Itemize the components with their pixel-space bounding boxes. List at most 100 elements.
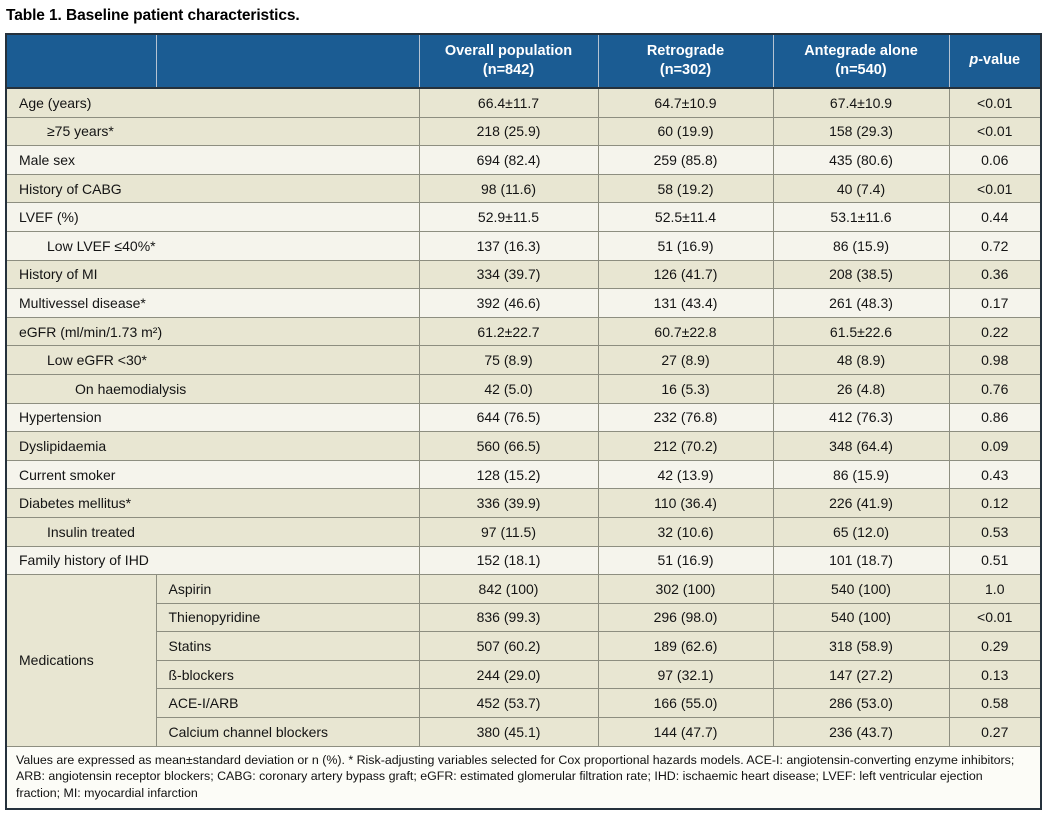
table-row: Family history of IHD 152 (18.1) 51 (16.9)…	[6, 545, 1041, 575]
row-label: Statins	[155, 631, 419, 661]
value-cell: 42 (5.0)	[418, 373, 598, 404]
table-row: Medications Aspirin 842 (100) 302 (100) 540 …	[6, 574, 1041, 747]
row-label: Multivessel disease*	[6, 288, 419, 318]
value-cell: 26 (4.8)	[772, 373, 949, 404]
table-row: Low eGFR <30* 75 (8.9) 27 (8.9) 48 (8.9) 0.9…	[6, 345, 1041, 375]
value-cell: 560 (66.5)	[418, 431, 598, 461]
p-value-cell: <0.01	[948, 602, 1041, 632]
p-value-cell: 0.06	[948, 145, 1041, 175]
p-value-cell: 0.12	[948, 488, 1041, 518]
p-value-cell: 0.22	[948, 316, 1041, 346]
empty-header-cell-right	[155, 34, 419, 89]
row-label: On haemodialysis	[6, 373, 419, 404]
value-cell: 244 (29.0)	[418, 659, 598, 689]
value-cell: 392 (46.6)	[418, 288, 598, 318]
value-cell: 435 (80.6)	[772, 145, 949, 175]
table-row: Male sex 694 (82.4) 259 (85.8) 435 (80.6) 0.…	[6, 145, 1041, 175]
row-label: Family history of IHD	[6, 545, 419, 575]
p-value-cell: 0.58	[948, 688, 1041, 718]
table-row: Current smoker 128 (15.2) 42 (13.9) 86 (15.…	[6, 459, 1041, 489]
table-row: Low LVEF ≤40%* 137 (16.3) 51 (16.9) 86 (15.…	[6, 230, 1041, 261]
table-footer: Values are expressed as mean±standard de…	[6, 745, 1041, 810]
p-value-cell: 0.98	[948, 345, 1041, 375]
value-cell: 540 (100)	[772, 602, 949, 632]
p-value-cell: 0.09	[948, 431, 1041, 461]
value-cell: 67.4±10.9	[772, 87, 949, 118]
value-cell: 334 (39.7)	[418, 259, 598, 289]
table-row: Calcium channel blockers 380 (45.1) 144 (4…	[6, 717, 1041, 747]
value-cell: 101 (18.7)	[772, 545, 949, 575]
value-cell: 412 (76.3)	[772, 402, 949, 432]
table-header: Overall population (n=842) Retrograde (n…	[6, 34, 1041, 89]
col-header-label: Retrograde	[646, 42, 725, 59]
p-value-cell: <0.01	[948, 173, 1041, 203]
row-label: Aspirin	[155, 574, 419, 604]
value-cell: 259 (85.8)	[597, 145, 773, 175]
table-row: eGFR (ml/min/1.73 m²) 61.2±22.7 60.7±22.8 6…	[6, 316, 1041, 346]
value-cell: 58 (19.2)	[597, 173, 773, 203]
row-label: Hypertension	[6, 402, 419, 432]
p-value-cell: 0.44	[948, 202, 1041, 232]
value-cell: 97 (32.1)	[597, 659, 773, 689]
row-label: LVEF (%)	[6, 202, 419, 232]
value-cell: 52.9±11.5	[418, 202, 598, 232]
value-cell: 61.5±22.6	[772, 316, 949, 346]
value-cell: 336 (39.9)	[418, 488, 598, 518]
p-value-cell: <0.01	[948, 116, 1041, 146]
value-cell: 189 (62.6)	[597, 631, 773, 661]
row-label: History of MI	[6, 259, 419, 289]
value-cell: 226 (41.9)	[772, 488, 949, 518]
value-cell: 452 (53.7)	[418, 688, 598, 718]
table-row: ACE-I/ARB 452 (53.7) 166 (55.0) 286 (53.0) 0…	[6, 688, 1041, 718]
value-cell: 232 (76.8)	[597, 402, 773, 432]
value-cell: 380 (45.1)	[418, 717, 598, 747]
value-cell: 644 (76.5)	[418, 402, 598, 432]
table-row: Insulin treated 97 (11.5) 32 (10.6) 65 (12.…	[6, 516, 1041, 546]
value-cell: 166 (55.0)	[597, 688, 773, 718]
header-row: Overall population (n=842) Retrograde (n…	[6, 34, 1041, 89]
value-cell: 128 (15.2)	[418, 459, 598, 489]
value-cell: 52.5±11.4	[597, 202, 773, 232]
baseline-characteristics-table: Overall population (n=842) Retrograde (n…	[5, 33, 1042, 811]
footnote: Values are expressed as mean±standard de…	[6, 745, 1041, 810]
col-header-overall-population: Overall population (n=842)	[418, 34, 598, 89]
value-cell: 212 (70.2)	[597, 431, 773, 461]
value-cell: 97 (11.5)	[418, 516, 598, 546]
value-cell: 51 (16.9)	[597, 230, 773, 261]
col-header-sub: (n=842)	[482, 62, 535, 78]
value-cell: 53.1±11.6	[772, 202, 949, 232]
footnote-row: Values are expressed as mean±standard de…	[6, 745, 1041, 810]
row-label: Diabetes mellitus*	[6, 488, 419, 518]
col-header-retrograde: Retrograde (n=302)	[597, 34, 773, 89]
table-row: Statins 507 (60.2) 189 (62.6) 318 (58.9) 0.2…	[6, 631, 1041, 661]
value-cell: 64.7±10.9	[597, 87, 773, 118]
value-cell: 842 (100)	[418, 574, 598, 604]
row-label: Calcium channel blockers	[155, 717, 419, 747]
value-cell: 66.4±11.7	[418, 87, 598, 118]
table-title: Table 1. Baseline patient characteristic…	[6, 7, 300, 24]
col-header-sub: (n=302)	[659, 62, 712, 78]
p-value-cell: 0.27	[948, 717, 1041, 747]
row-label: History of CABG	[6, 173, 419, 203]
row-label: Insulin treated	[6, 516, 419, 546]
value-cell: 236 (43.7)	[772, 717, 949, 747]
row-label: ≥75 years*	[6, 116, 419, 146]
value-cell: 296 (98.0)	[597, 602, 773, 632]
value-cell: 137 (16.3)	[418, 230, 598, 261]
value-cell: 144 (47.7)	[597, 717, 773, 747]
row-label: eGFR (ml/min/1.73 m²)	[6, 316, 419, 346]
value-cell: 286 (53.0)	[772, 688, 949, 718]
row-label: Dyslipidaemia	[6, 431, 419, 461]
value-cell: 147 (27.2)	[772, 659, 949, 689]
value-cell: 318 (58.9)	[772, 631, 949, 661]
table-row: ß-blockers 244 (29.0) 97 (32.1) 147 (27.2) 0…	[6, 659, 1041, 689]
row-label: Male sex	[6, 145, 419, 175]
value-cell: 27 (8.9)	[597, 345, 773, 375]
table-row: ≥75 years* 218 (25.9) 60 (19.9) 158 (29.3) <…	[6, 116, 1041, 146]
table-row: Thienopyridine 836 (99.3) 296 (98.0) 540 (1…	[6, 602, 1041, 632]
p-value-italic-p: p	[969, 52, 979, 69]
table-row: Hypertension 644 (76.5) 232 (76.8) 412 (76.…	[6, 402, 1041, 432]
row-label: Low eGFR <30*	[6, 345, 419, 375]
p-value-cell: 0.72	[948, 230, 1041, 261]
value-cell: 42 (13.9)	[597, 459, 773, 489]
